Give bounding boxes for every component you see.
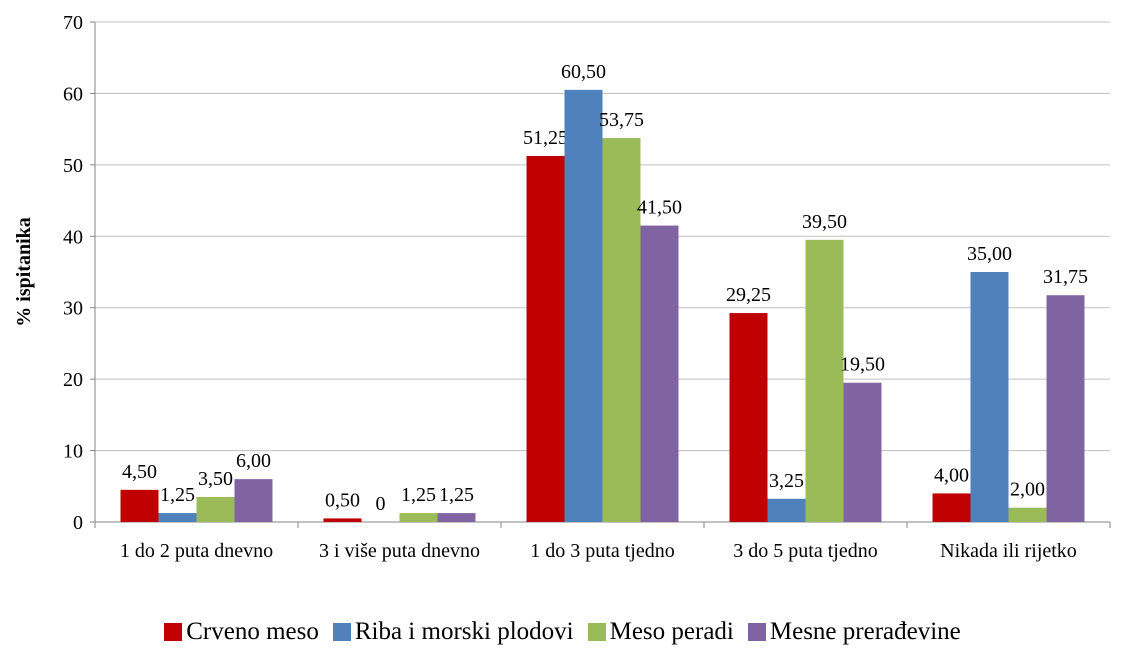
data-label: 19,50 <box>840 354 885 376</box>
y-tick-label: 40 <box>63 226 83 248</box>
y-tick-label: 60 <box>63 83 83 105</box>
bar <box>1008 507 1047 522</box>
data-label: 60,50 <box>561 61 606 83</box>
data-label: 3,25 <box>769 470 804 492</box>
bar <box>120 489 159 522</box>
y-tick-label: 30 <box>63 298 83 320</box>
data-label: 39,50 <box>802 211 847 233</box>
data-label: 41,50 <box>637 197 682 219</box>
data-label: 1,25 <box>401 484 436 506</box>
legend-swatch <box>332 623 351 641</box>
data-label: 31,75 <box>1043 266 1088 288</box>
legend-label: Riba i morski plodovi <box>354 618 574 645</box>
data-label: 1,25 <box>439 484 474 506</box>
bar <box>437 513 476 522</box>
bar <box>767 498 806 522</box>
x-tick-label: Nikada ili rijetko <box>940 540 1077 562</box>
y-tick-label: 0 <box>73 512 83 534</box>
data-label: 1,25 <box>160 484 195 506</box>
data-label: 6,00 <box>236 450 271 472</box>
data-label: 2,00 <box>1010 479 1045 501</box>
y-tick-label: 50 <box>63 155 83 177</box>
legend-label: Crveno meso <box>186 618 319 645</box>
bar <box>1046 295 1085 522</box>
y-tick-label: 10 <box>63 441 83 463</box>
legend-item: Riba i morski plodovi <box>332 618 574 646</box>
x-tick-label: 3 i više puta dnevno <box>318 540 481 562</box>
y-tick-label: 20 <box>63 369 83 391</box>
bar <box>640 225 679 523</box>
data-label: 51,25 <box>523 127 568 149</box>
x-tick-label: 3 do 5 puta tjedno <box>733 540 878 562</box>
x-tick-label: 1 do 3 puta tjedno <box>530 540 675 562</box>
legend-label: Meso peradi <box>609 618 734 645</box>
data-label: 53,75 <box>599 109 644 131</box>
bar <box>526 155 565 522</box>
legend-item: Meso peradi <box>587 618 734 646</box>
data-label: 4,00 <box>934 464 969 486</box>
bar <box>729 313 768 522</box>
y-axis-label: % ispitanika <box>13 217 35 326</box>
bar <box>805 239 844 522</box>
bar <box>970 272 1009 522</box>
bar <box>399 513 438 522</box>
bar <box>234 479 273 522</box>
legend-item: Mesne prerađevine <box>747 618 961 646</box>
x-tick-label: 1 do 2 puta dnevno <box>119 540 274 562</box>
legend-swatch <box>747 623 766 641</box>
data-label: 0,50 <box>325 489 360 511</box>
bar <box>843 382 882 522</box>
legend-swatch <box>587 623 606 641</box>
bar <box>323 518 362 522</box>
y-tick-label: 70 <box>63 12 83 34</box>
legend-label: Mesne prerađevine <box>769 618 961 645</box>
bar <box>564 89 603 522</box>
legend-swatch <box>164 623 183 641</box>
data-label: 0 <box>376 493 386 515</box>
bar <box>602 138 641 523</box>
bar <box>158 513 197 522</box>
bar <box>932 493 971 522</box>
data-label: 3,50 <box>198 468 233 490</box>
legend: Crveno meso Riba i morski plodovi Meso per… <box>0 618 1125 646</box>
data-label: 4,50 <box>122 461 157 483</box>
bar <box>196 497 235 522</box>
legend-item: Crveno meso <box>164 618 319 646</box>
data-label: 35,00 <box>967 243 1012 265</box>
data-label: 29,25 <box>726 284 771 306</box>
